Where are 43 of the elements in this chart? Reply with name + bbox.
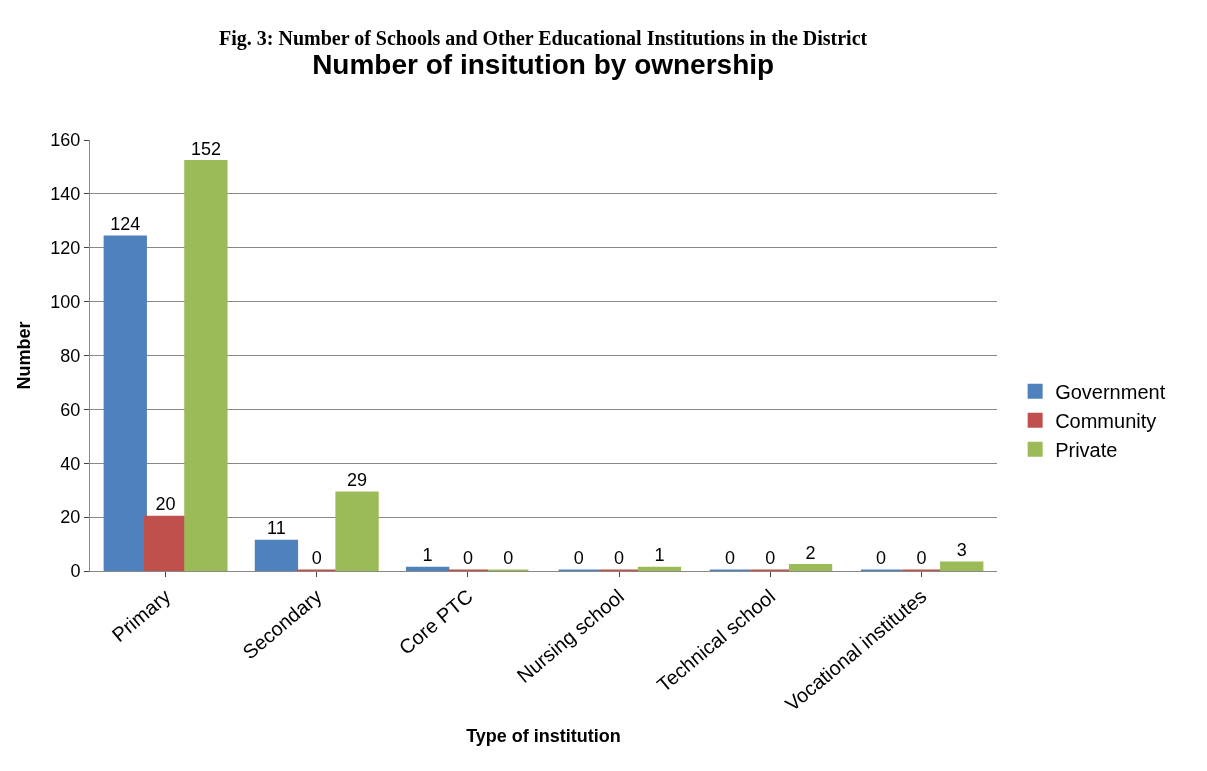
y-axis-title: Number <box>13 321 34 390</box>
y-tick-label: 80 <box>60 345 81 366</box>
legend-label: Community <box>1055 409 1157 432</box>
chart-title: Number of insitution by ownership <box>312 48 775 80</box>
x-axis-title: Type of institution <box>466 726 621 747</box>
y-tick-label: 40 <box>60 453 81 474</box>
y-tick-label: 140 <box>50 184 81 205</box>
data-label: 124 <box>110 213 141 234</box>
bar <box>940 561 984 571</box>
data-label: 1 <box>422 545 433 566</box>
x-tick-label: Core PTC <box>394 584 477 659</box>
bar <box>254 539 299 571</box>
data-label: 0 <box>462 548 473 568</box>
data-label: 0 <box>614 548 625 568</box>
bar <box>788 564 833 571</box>
legend-label: Private <box>1055 438 1118 461</box>
bar <box>335 491 379 571</box>
legend-label: Government <box>1055 380 1166 403</box>
data-label: 20 <box>155 494 176 515</box>
y-tick-label: 120 <box>50 238 81 259</box>
data-label: 152 <box>190 138 221 159</box>
data-label: 0 <box>876 548 887 568</box>
data-label: 2 <box>805 542 816 563</box>
y-tick-label: 60 <box>60 399 81 420</box>
data-label: 0 <box>573 548 584 568</box>
data-label: 0 <box>724 548 735 568</box>
data-label: 0 <box>503 548 514 568</box>
bar <box>405 566 450 571</box>
data-label: 0 <box>311 548 322 568</box>
data-label: 0 <box>765 548 776 568</box>
data-label: 29 <box>347 469 368 490</box>
data-label: 11 <box>267 518 286 539</box>
y-tick-label: 100 <box>50 291 81 312</box>
y-tick-label: 160 <box>50 130 81 151</box>
y-tick-label: 0 <box>70 561 81 582</box>
y-tick-label: 20 <box>60 507 81 528</box>
data-label: 3 <box>956 539 967 560</box>
bar <box>637 566 682 571</box>
bar <box>103 235 147 571</box>
data-label: 1 <box>654 545 665 566</box>
bar <box>184 160 228 571</box>
data-label: 0 <box>916 548 927 568</box>
caption: Fig. 3: Number of Schools and Other Educational Institutions in the District <box>219 27 868 50</box>
